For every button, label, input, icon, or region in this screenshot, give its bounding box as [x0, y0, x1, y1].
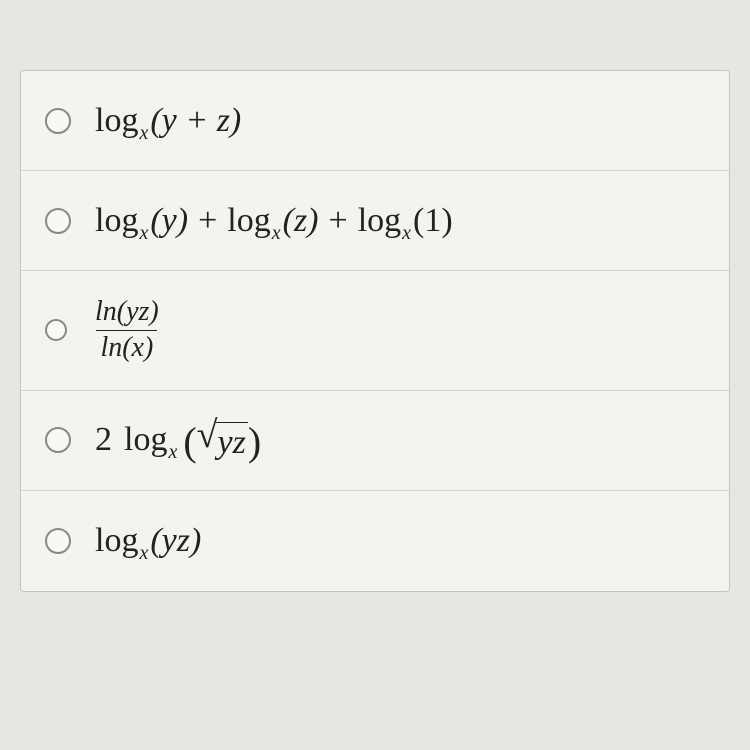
fn-label: log [124, 421, 167, 459]
left-paren: ( [183, 426, 196, 458]
fraction-denominator: ln(x) [96, 330, 157, 364]
sqrt: √ yz [197, 418, 248, 462]
option-math-3: ln(yz) ln(x) [91, 297, 163, 364]
log-base: x [402, 222, 411, 245]
log-base: x [168, 441, 177, 464]
radio-icon[interactable] [45, 319, 67, 341]
option-math-1: log x (y + z) [95, 102, 241, 140]
log-arg: (yz) [150, 522, 201, 560]
right-paren: ) [248, 426, 261, 458]
coefficient: 2 [95, 421, 112, 459]
sqrt-body: yz [216, 422, 248, 462]
log-arg-3: (1) [413, 202, 453, 240]
option-row-2[interactable]: log x (y) + log x (z) + log x (1) [21, 171, 729, 271]
option-math-4: 2 log x ( √ yz ) [95, 418, 261, 462]
option-row-5[interactable]: log x (yz) [21, 491, 729, 591]
answer-options-panel: log x (y + z) log x (y) + log x (z) + lo… [20, 70, 730, 592]
fn-label: log [95, 522, 138, 560]
log-base: x [139, 122, 148, 145]
fn-label: log [95, 202, 138, 240]
radio-icon[interactable] [45, 108, 71, 134]
option-row-4[interactable]: 2 log x ( √ yz ) [21, 391, 729, 491]
option-row-3[interactable]: ln(yz) ln(x) [21, 271, 729, 391]
fn-label: log [95, 102, 138, 140]
fraction: ln(yz) ln(x) [91, 297, 163, 364]
log-arg-1: (y) [150, 202, 188, 240]
log-base: x [139, 542, 148, 565]
fn-label: log [358, 202, 401, 240]
option-math-5: log x (yz) [95, 522, 201, 560]
radio-icon[interactable] [45, 208, 71, 234]
fraction-numerator: ln(yz) [91, 297, 163, 330]
radio-icon[interactable] [45, 427, 71, 453]
radio-icon[interactable] [45, 528, 71, 554]
option-row-1[interactable]: log x (y + z) [21, 71, 729, 171]
plus-sign: + [198, 202, 217, 240]
log-base: x [139, 222, 148, 245]
log-arg: (y + z) [150, 102, 241, 140]
fn-label: log [227, 202, 270, 240]
sqrt-icon: √ [197, 418, 218, 452]
log-arg-2: (z) [283, 202, 319, 240]
plus-sign: + [329, 202, 348, 240]
log-base: x [272, 222, 281, 245]
option-math-2: log x (y) + log x (z) + log x (1) [95, 202, 453, 240]
